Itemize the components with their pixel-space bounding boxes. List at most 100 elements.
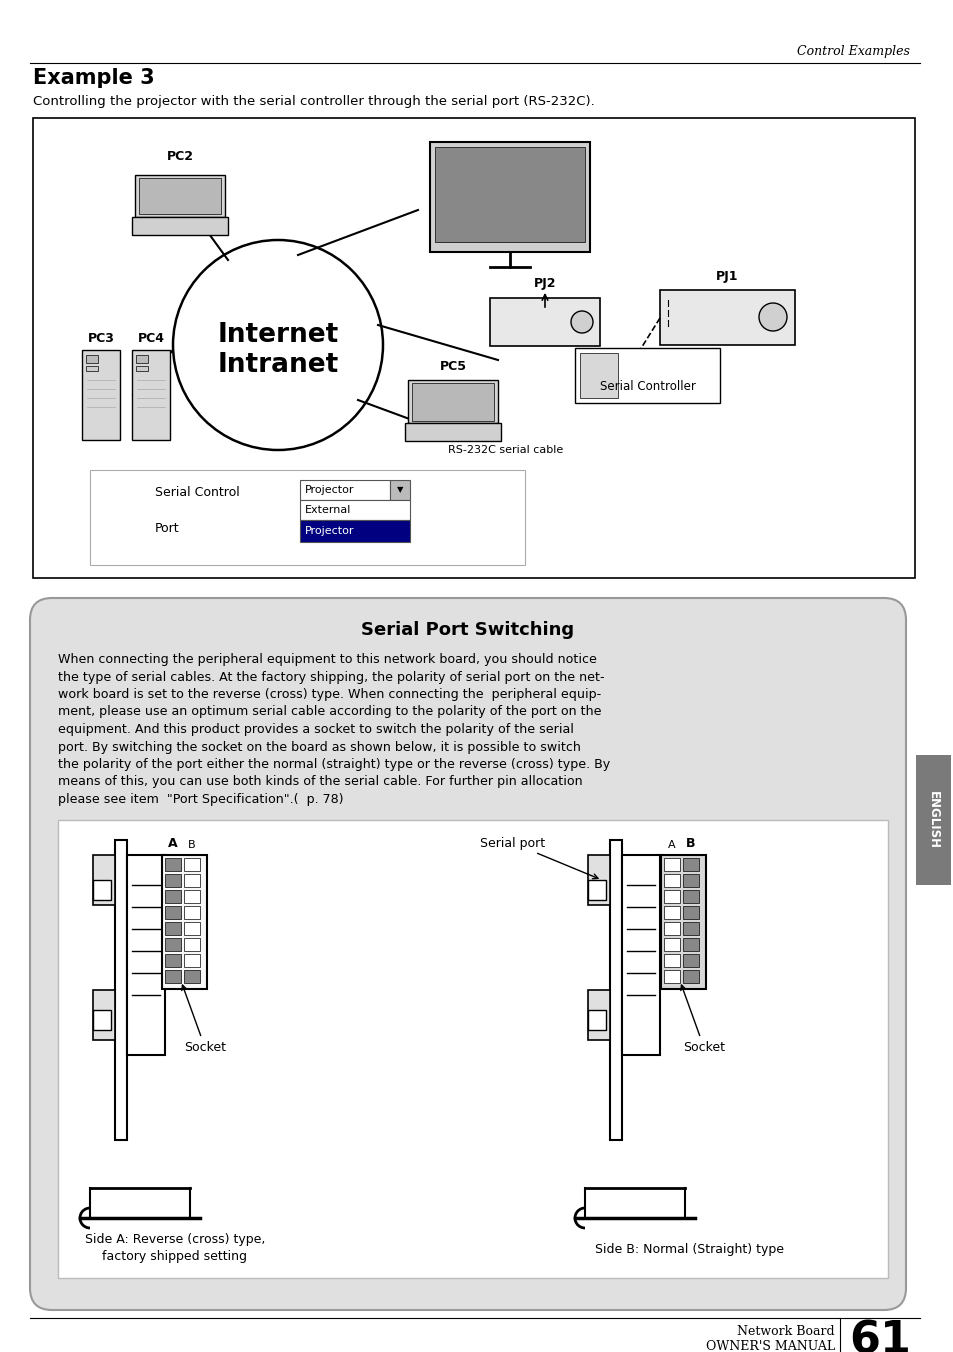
Bar bbox=[127, 854, 165, 1055]
Bar bbox=[132, 350, 170, 439]
Text: Port: Port bbox=[154, 522, 179, 534]
Text: PJ1: PJ1 bbox=[715, 270, 738, 283]
Text: B: B bbox=[685, 837, 695, 850]
Bar bbox=[575, 347, 720, 403]
Text: ▼: ▼ bbox=[396, 485, 403, 495]
Bar bbox=[682, 955, 699, 967]
Bar bbox=[663, 969, 679, 983]
Text: please see item  "Port Specification".(  p. 78): please see item "Port Specification".( p… bbox=[58, 794, 343, 806]
Text: PC4: PC4 bbox=[137, 333, 164, 345]
Text: PC2: PC2 bbox=[167, 150, 193, 164]
Bar bbox=[490, 297, 599, 346]
Bar bbox=[90, 470, 524, 565]
Bar bbox=[405, 423, 500, 441]
Bar bbox=[663, 859, 679, 871]
Bar bbox=[184, 873, 200, 887]
Bar bbox=[408, 380, 497, 423]
Bar bbox=[663, 938, 679, 950]
Bar bbox=[435, 147, 584, 242]
Text: Intranet: Intranet bbox=[217, 352, 338, 379]
Bar bbox=[165, 969, 181, 983]
Bar bbox=[430, 142, 589, 251]
Bar bbox=[162, 854, 207, 990]
Bar bbox=[184, 890, 200, 903]
Bar bbox=[663, 955, 679, 967]
Bar bbox=[663, 922, 679, 936]
Bar bbox=[579, 353, 618, 397]
Text: RS-232C serial cable: RS-232C serial cable bbox=[448, 445, 562, 456]
Text: OWNER'S MANUAL: OWNER'S MANUAL bbox=[705, 1340, 834, 1352]
Bar bbox=[682, 859, 699, 871]
Circle shape bbox=[172, 241, 382, 450]
Text: ENGLISH: ENGLISH bbox=[925, 791, 939, 849]
Text: 61: 61 bbox=[848, 1320, 910, 1352]
Bar bbox=[92, 1010, 111, 1030]
Text: the type of serial cables. At the factory shipping, the polarity of serial port : the type of serial cables. At the factor… bbox=[58, 671, 604, 684]
Bar bbox=[682, 873, 699, 887]
Text: Side B: Normal (Straight) type: Side B: Normal (Straight) type bbox=[595, 1242, 783, 1256]
Bar bbox=[165, 938, 181, 950]
Bar bbox=[184, 969, 200, 983]
Bar bbox=[165, 873, 181, 887]
Bar bbox=[165, 859, 181, 871]
Text: Serial Controller: Serial Controller bbox=[599, 380, 695, 393]
Bar bbox=[58, 821, 887, 1278]
Bar bbox=[92, 854, 115, 904]
Circle shape bbox=[571, 311, 593, 333]
Text: PJ2: PJ2 bbox=[533, 277, 556, 289]
Bar bbox=[136, 356, 148, 362]
Text: work board is set to the reverse (cross) type. When connecting the  peripheral e: work board is set to the reverse (cross)… bbox=[58, 688, 600, 700]
Text: means of this, you can use both kinds of the serial cable. For further pin alloc: means of this, you can use both kinds of… bbox=[58, 776, 582, 788]
Bar bbox=[659, 289, 794, 345]
Bar bbox=[682, 922, 699, 936]
Bar bbox=[165, 955, 181, 967]
Text: PC3: PC3 bbox=[88, 333, 114, 345]
Bar bbox=[915, 754, 950, 886]
Bar bbox=[165, 890, 181, 903]
Text: Serial port: Serial port bbox=[479, 837, 598, 879]
Bar bbox=[587, 1010, 605, 1030]
Text: Socket: Socket bbox=[182, 986, 226, 1055]
Text: equipment. And this product provides a socket to switch the polarity of the seri: equipment. And this product provides a s… bbox=[58, 723, 574, 735]
Bar bbox=[682, 969, 699, 983]
Circle shape bbox=[759, 303, 786, 331]
Text: Serial Port Switching: Serial Port Switching bbox=[361, 621, 574, 639]
Bar bbox=[86, 366, 98, 370]
Text: the polarity of the port either the normal (straight) type or the reverse (cross: the polarity of the port either the norm… bbox=[58, 758, 610, 771]
Text: PC5: PC5 bbox=[439, 360, 466, 373]
Bar bbox=[184, 922, 200, 936]
Bar bbox=[663, 890, 679, 903]
Bar bbox=[299, 521, 410, 542]
Bar bbox=[587, 990, 609, 1040]
Text: ment, please use an optimum serial cable according to the polarity of the port o: ment, please use an optimum serial cable… bbox=[58, 706, 601, 718]
Bar bbox=[682, 890, 699, 903]
Text: Socket: Socket bbox=[680, 986, 724, 1055]
Bar bbox=[92, 880, 111, 900]
Bar bbox=[663, 873, 679, 887]
Text: factory shipped setting: factory shipped setting bbox=[102, 1251, 247, 1263]
Text: Control Examples: Control Examples bbox=[797, 45, 909, 58]
Text: Network Board: Network Board bbox=[737, 1325, 834, 1338]
Bar bbox=[660, 854, 705, 990]
Bar bbox=[184, 859, 200, 871]
Text: port. By switching the socket on the board as shown below, it is possible to swi: port. By switching the socket on the boa… bbox=[58, 741, 580, 753]
Bar bbox=[132, 218, 228, 235]
Text: Internet: Internet bbox=[217, 322, 338, 347]
Text: A: A bbox=[667, 840, 675, 850]
Text: Projector: Projector bbox=[305, 526, 355, 535]
Text: Projector: Projector bbox=[305, 485, 355, 495]
Bar bbox=[184, 906, 200, 919]
Bar bbox=[33, 118, 914, 579]
Bar bbox=[82, 350, 120, 439]
Bar bbox=[165, 922, 181, 936]
Bar bbox=[587, 880, 605, 900]
Bar bbox=[86, 356, 98, 362]
Text: B: B bbox=[188, 840, 195, 850]
Text: Serial Control: Serial Control bbox=[154, 485, 239, 499]
Text: A: A bbox=[168, 837, 177, 850]
Bar bbox=[682, 938, 699, 950]
Bar bbox=[299, 500, 410, 521]
Bar bbox=[115, 840, 127, 1140]
Text: External: External bbox=[305, 506, 351, 515]
Bar bbox=[184, 955, 200, 967]
